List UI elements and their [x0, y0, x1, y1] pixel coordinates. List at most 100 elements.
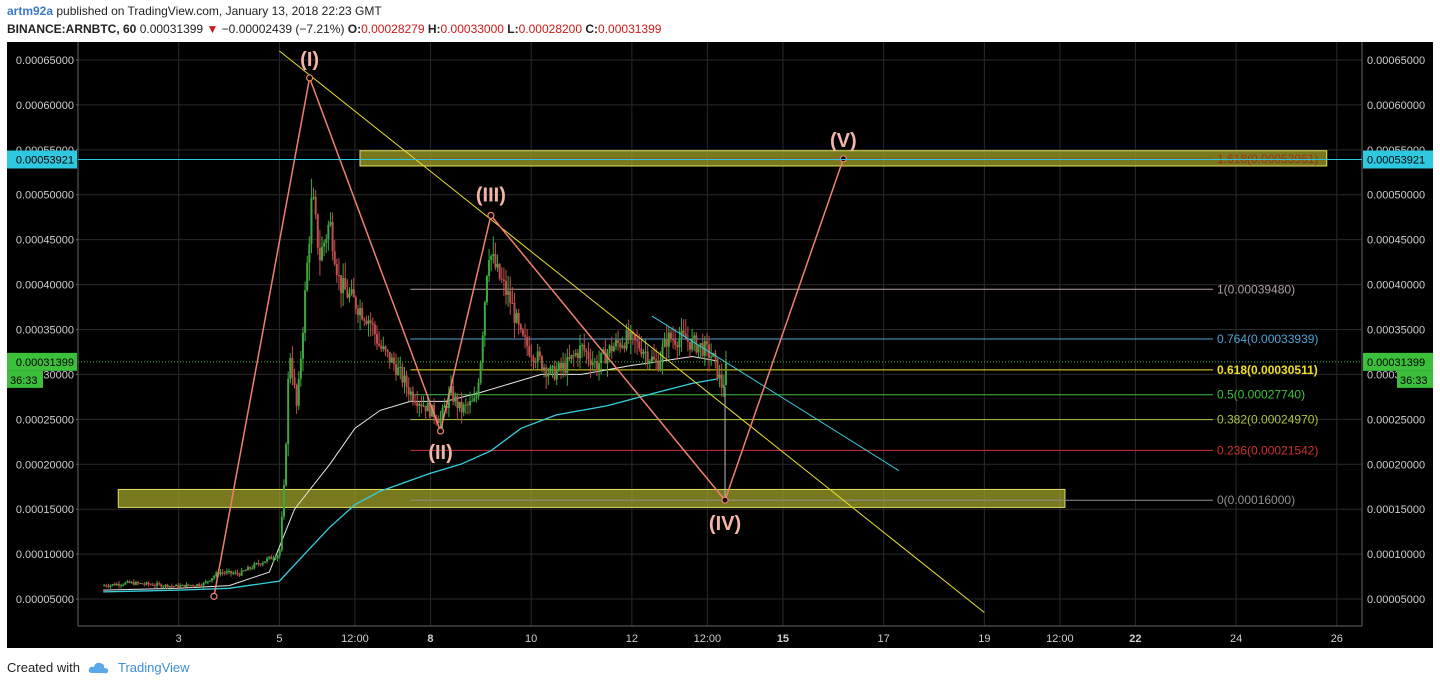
- candle-body: [496, 264, 499, 268]
- fib-level-label: 1(0.00039480): [1217, 282, 1295, 296]
- candle-body: [513, 303, 516, 323]
- candle-body: [333, 251, 336, 265]
- candle-body: [162, 586, 165, 588]
- candle-body: [600, 352, 603, 364]
- candle-body: [139, 583, 142, 585]
- wave-label: (IV): [709, 513, 741, 535]
- candle-body: [206, 581, 209, 583]
- publish-info: artm92a published on TradingView.com, Ja…: [7, 4, 382, 18]
- candle-body: [631, 331, 634, 335]
- candle-body: [316, 214, 319, 248]
- price-chart[interactable]: 1.618(0.00053961)1(0.00039480)0.764(0.00…: [0, 0, 1440, 660]
- candle-body: [475, 396, 478, 399]
- candle-body: [511, 302, 514, 304]
- candle-body: [703, 341, 706, 356]
- candle-body: [270, 556, 273, 560]
- candle-body: [321, 246, 324, 261]
- candle-body: [253, 563, 256, 569]
- author-link[interactable]: artm92a: [7, 4, 54, 18]
- fib-level-label: 0.382(0.00024970): [1217, 413, 1318, 427]
- candle-body: [375, 334, 378, 344]
- candle-body: [642, 351, 645, 355]
- candle-body: [521, 329, 524, 336]
- candle-body: [621, 345, 624, 348]
- candle-body: [230, 570, 233, 574]
- candle-body: [418, 404, 421, 406]
- candle-body: [280, 516, 283, 550]
- candle-body: [166, 584, 169, 588]
- candle-body: [223, 572, 226, 574]
- price-badge-left-text: 0.00053921: [16, 155, 74, 167]
- wave-point: [210, 592, 218, 600]
- high-value: 0.00033000: [440, 22, 504, 36]
- y-tick-label-left: 0.00040000: [16, 280, 74, 292]
- candle-body: [665, 338, 668, 347]
- candle-body: [492, 254, 495, 256]
- candle-body: [192, 585, 195, 587]
- fib-level-label: 0.764(0.00033939): [1217, 332, 1318, 346]
- candle-body: [447, 393, 450, 408]
- candle-body: [202, 582, 205, 586]
- candle-body: [126, 581, 129, 583]
- candle-body: [295, 384, 298, 406]
- candle-body: [397, 367, 400, 375]
- candle-body: [282, 485, 285, 517]
- price-badge-right: [1363, 150, 1433, 169]
- candle-body: [422, 405, 425, 407]
- candle-body: [143, 584, 146, 586]
- candle-body: [473, 398, 476, 401]
- countdown-badge-left: [7, 370, 43, 388]
- candle-body: [327, 224, 330, 239]
- candle-body: [257, 563, 260, 565]
- candle-body: [128, 581, 131, 583]
- candle-body: [572, 354, 575, 356]
- price-change: −0.00002439 (−7.21%): [221, 22, 345, 36]
- price-badge-left: [7, 352, 77, 371]
- x-tick-label: 15: [777, 633, 789, 645]
- y-tick-label-right: 0.00065000: [1367, 55, 1425, 67]
- tradingview-link[interactable]: TradingView: [117, 660, 190, 675]
- candle-body: [507, 291, 510, 295]
- candle-body: [705, 341, 708, 345]
- fib-level-label: 0(0.00016000): [1217, 493, 1295, 507]
- candle-body: [301, 332, 304, 359]
- candle-body: [337, 275, 340, 277]
- y-tick-label-left: 0.00010000: [16, 549, 74, 561]
- candle-body: [361, 308, 364, 320]
- candle-body: [371, 322, 374, 325]
- candle-body: [299, 358, 302, 379]
- candle-body: [724, 363, 727, 385]
- candle-body: [194, 585, 197, 587]
- candle-body: [266, 558, 269, 562]
- candle-body: [352, 289, 355, 298]
- candle-body: [433, 404, 436, 418]
- candle-body: [430, 404, 433, 417]
- candle-body: [109, 585, 112, 587]
- candle-body: [255, 563, 258, 565]
- published-text: published on TradingView.com, January 13…: [56, 4, 382, 18]
- candle-body: [428, 402, 431, 417]
- candle-body: [414, 400, 417, 403]
- candle-body: [667, 332, 670, 347]
- candle-body: [678, 338, 681, 348]
- candle-body: [691, 338, 694, 350]
- y-tick-label-left: 0.00005000: [16, 594, 74, 606]
- candle-body: [674, 339, 677, 346]
- candle-body: [570, 354, 573, 359]
- candle-body: [232, 573, 235, 575]
- candle-body: [395, 363, 398, 375]
- x-tick-label: 12:00: [1046, 633, 1074, 645]
- candle-body: [149, 584, 152, 586]
- price-badge-right-text: 0.00053921: [1367, 155, 1425, 167]
- candle-body: [610, 345, 613, 352]
- candle-body: [234, 572, 237, 574]
- support-resistance-zone: [117, 488, 1066, 508]
- candle-body: [380, 345, 383, 349]
- candle-body: [682, 330, 685, 334]
- candle-body: [386, 349, 389, 352]
- y-tick-label-left: 0.00065000: [16, 55, 74, 67]
- candle-body: [644, 351, 647, 353]
- candle-body: [348, 293, 351, 298]
- candle-body: [540, 356, 543, 370]
- candle-body: [426, 402, 429, 412]
